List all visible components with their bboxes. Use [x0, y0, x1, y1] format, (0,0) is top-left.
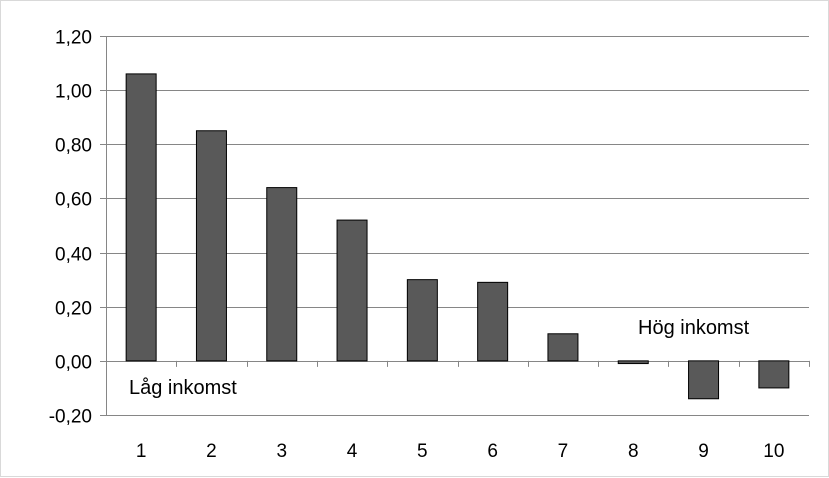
y-tick-label: 0,80: [55, 136, 92, 157]
y-tick-label: 0,40: [55, 245, 92, 266]
y-tick-label: 1,00: [55, 82, 92, 103]
annotation-low-income: Låg inkomst: [129, 377, 237, 399]
bar-4: [336, 219, 368, 362]
y-tick-label: 0,20: [55, 299, 92, 320]
x-tick-label: 5: [417, 441, 428, 462]
x-tick-label: 9: [698, 441, 709, 462]
x-tick-label: 10: [763, 441, 784, 462]
x-tick-label: 6: [487, 441, 498, 462]
y-tick-label: -0,20: [49, 407, 92, 428]
bar-8: [617, 360, 649, 365]
bar-1: [125, 73, 157, 362]
axes: [106, 36, 810, 416]
x-tick-labels: 1 2 3 4 5 6 7 8 9 10: [136, 441, 785, 462]
bars: [125, 73, 790, 400]
x-tick-label: 3: [276, 441, 287, 462]
bar-3: [266, 187, 298, 362]
y-tick-label: 0,00: [55, 353, 92, 374]
x-tick-label: 7: [558, 441, 569, 462]
bar-6: [477, 281, 509, 362]
annotation-high-income: Hög inkomst: [638, 317, 750, 339]
bar-9: [688, 360, 720, 400]
bar-10: [758, 360, 790, 389]
y-tick-label: 0,60: [55, 190, 92, 211]
y-tick-label: 1,20: [55, 28, 92, 49]
x-tick-label: 1: [136, 441, 147, 462]
bar-7: [547, 333, 579, 362]
y-tick-labels: -0,20 0,00 0,20 0,40 0,60 0,80 1,00 1,20: [49, 28, 92, 428]
bar-5: [406, 279, 438, 362]
x-tick-label: 4: [347, 441, 358, 462]
x-tick-label: 8: [628, 441, 639, 462]
x-tick-label: 2: [206, 441, 217, 462]
bar-2: [195, 130, 227, 362]
